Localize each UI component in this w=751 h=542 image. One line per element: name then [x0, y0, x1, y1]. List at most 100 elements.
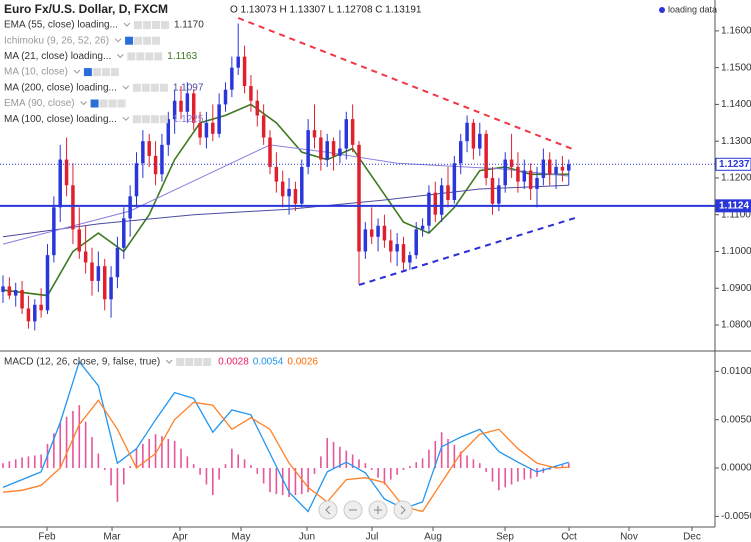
candle-body: [478, 133, 482, 149]
histogram-bar: [2, 463, 4, 469]
histogram-bar: [339, 446, 341, 469]
candle-body: [261, 115, 266, 138]
macd-readout: 0.0054: [253, 357, 284, 368]
histogram-bar: [27, 456, 30, 469]
histogram-bar: [440, 432, 443, 469]
x-tick-label: Jul: [366, 532, 379, 542]
candle-body: [223, 89, 228, 105]
candle-body: [122, 218, 126, 248]
histogram-bar: [14, 459, 17, 469]
indicator-button: [151, 21, 160, 29]
candle-body: [147, 141, 151, 156]
x-tick-label: Aug: [424, 532, 442, 542]
histogram-bar: [383, 468, 386, 485]
y-tick-label: 1.08000: [721, 320, 751, 331]
histogram-bar: [402, 468, 405, 470]
indicator-dropdown: [116, 54, 124, 59]
candle-body: [560, 166, 565, 171]
candle-body: [172, 100, 177, 120]
indicator-value: 1.1225: [173, 114, 204, 125]
scroll-buttons: [318, 500, 413, 520]
candle-body: [516, 166, 520, 182]
candle-body: [427, 192, 431, 226]
candle-body: [414, 229, 418, 256]
candle-body: [160, 144, 164, 175]
candle-body: [458, 141, 463, 164]
histogram-bar: [300, 468, 303, 495]
candle-body: [363, 229, 368, 252]
x-tick-label: Apr: [172, 532, 188, 542]
histogram-bar: [472, 459, 475, 469]
histogram-bar: [517, 468, 519, 482]
status-text: loading data: [668, 4, 717, 14]
histogram-bar: [358, 459, 360, 469]
histogram-bar: [161, 436, 163, 469]
candle-body: [83, 251, 88, 263]
histogram-bar: [428, 449, 430, 469]
histogram-bar: [103, 468, 106, 470]
histogram-bar: [459, 451, 462, 469]
candle-body: [300, 166, 304, 204]
indicator-button: [101, 68, 110, 77]
histogram-bar: [485, 468, 487, 472]
indicator-button: [150, 83, 159, 92]
x-tick-label: May: [232, 532, 251, 542]
histogram-bar: [561, 465, 564, 469]
candle-body: [217, 104, 221, 134]
indicator-button: [127, 52, 136, 61]
candle-body: [401, 244, 406, 263]
indicator-button: [152, 36, 161, 45]
candle-body: [198, 122, 202, 138]
candle-body: [236, 56, 240, 68]
histogram-bar: [555, 466, 557, 469]
indicator-dropdown: [114, 38, 122, 43]
histogram-bar: [269, 468, 271, 493]
candle-body: [395, 244, 399, 252]
candle-body: [280, 181, 285, 197]
y-tick-label: 0.0050: [721, 414, 751, 425]
histogram-bar: [8, 461, 11, 469]
indicator-button: [92, 68, 101, 77]
candle-body: [547, 159, 552, 175]
histogram-bar: [199, 468, 201, 475]
x-tick-label: Sep: [496, 532, 514, 542]
candle-body: [471, 122, 476, 149]
candle-body: [287, 188, 291, 197]
indicator-label: MA (10, close): [4, 67, 68, 78]
histogram-bar: [21, 457, 23, 469]
indicator-dropdown: [122, 85, 130, 90]
indicator-button: [142, 21, 151, 29]
x-tick-label: Nov: [620, 532, 638, 542]
histogram-bar: [320, 456, 322, 469]
histogram-bar: [498, 468, 500, 491]
y-tick-label: 1.09000: [721, 283, 751, 294]
scroll-right-button[interactable]: [393, 500, 413, 520]
histogram-bar: [307, 468, 309, 493]
candle-body: [191, 93, 196, 123]
histogram-bar: [351, 454, 354, 469]
histogram-bar: [523, 468, 526, 480]
histogram-bar: [567, 463, 570, 469]
candle-body: [185, 93, 190, 112]
histogram-bar: [275, 468, 278, 495]
indicator-value: 1.1170: [174, 20, 204, 31]
histogram-bar: [281, 468, 284, 496]
candle-body: [319, 137, 323, 160]
candle-body: [433, 192, 438, 215]
indicator-button: [160, 21, 169, 29]
y-tick-label: 1.16000: [721, 26, 751, 37]
indicator-label: MA (21, close) loading...: [4, 51, 111, 62]
candle-body: [96, 266, 101, 281]
histogram-bar: [186, 456, 189, 469]
histogram-bar: [97, 453, 100, 469]
indicator-button: [134, 36, 143, 45]
histogram-bar: [243, 459, 246, 469]
candle-body: [293, 188, 298, 204]
y-tick-label: 1.14000: [721, 99, 751, 110]
histogram-bar: [154, 434, 157, 469]
x-tick-label: Oct: [561, 532, 577, 542]
histogram-bar: [116, 468, 119, 502]
histogram-bar: [148, 439, 151, 469]
indicator-button: [125, 36, 134, 45]
scroll-left-button[interactable]: [318, 500, 338, 520]
